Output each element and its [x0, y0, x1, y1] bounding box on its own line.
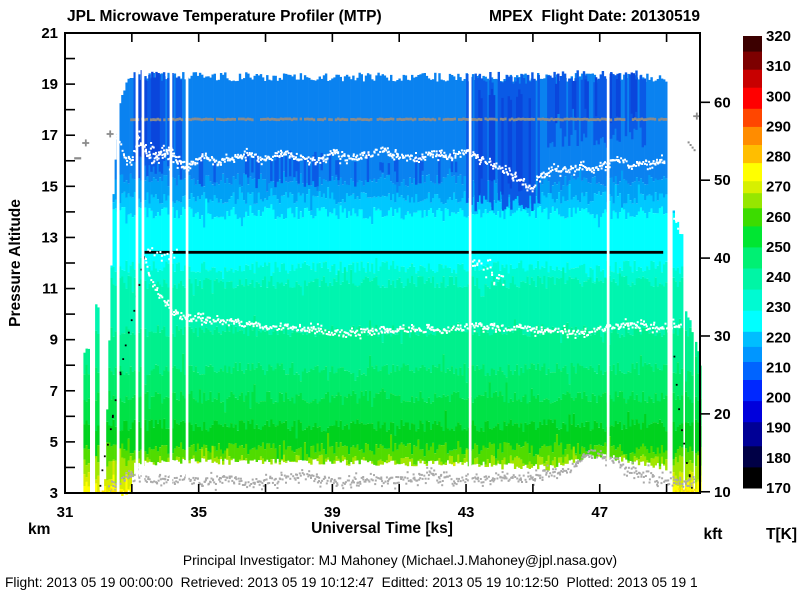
km-tick-label: 15	[41, 178, 58, 195]
km-tick-label: 5	[50, 434, 58, 451]
colorbar-tick-label: 180	[766, 450, 791, 467]
x-tick-label: 31	[57, 504, 74, 521]
colorbar-tick-label: 210	[766, 359, 791, 376]
colorbar-tick-label: 230	[766, 299, 791, 316]
km-tick-label: 11	[42, 281, 58, 298]
km-tick-label: 3	[50, 485, 58, 502]
km-unit-label: km	[28, 521, 51, 538]
x-tick-label: 35	[190, 504, 207, 521]
colorbar-tick-label: 240	[766, 269, 791, 286]
colorbar-tick-label: 260	[766, 209, 791, 226]
colorbar-tick-label: 200	[766, 390, 791, 407]
colorbar-tick-label: 320	[766, 28, 791, 45]
y-axis-label: Pressure Altitude	[7, 199, 24, 327]
kft-tick-label: 20	[714, 406, 731, 423]
colorbar-tick-label: 310	[766, 58, 791, 75]
plot-title: JPL Microwave Temperature Profiler (MTP)	[67, 8, 382, 25]
colorbar-tick-label: 290	[766, 118, 791, 135]
colorbar-tick-label: 250	[766, 239, 791, 256]
colorbar-tick-label: 280	[766, 149, 791, 166]
colorbar-tick-label: 190	[766, 420, 791, 437]
colorbar-tick-label: 170	[766, 480, 791, 497]
km-tick-label: 13	[41, 229, 58, 246]
km-tick-label: 9	[50, 332, 58, 349]
km-tick-label: 21	[41, 25, 58, 42]
x-tick-label: 43	[458, 504, 475, 521]
axes-frame	[64, 32, 710, 494]
colorbar-tick-label: 220	[766, 329, 791, 346]
km-tick-label: 7	[50, 383, 58, 400]
principal-investigator-line: Principal Investigator: MJ Mahoney (Mich…	[182, 553, 618, 568]
kft-unit-label: kft	[703, 526, 723, 543]
y-right-tick-labels: 60 50 40 30 20 10	[714, 94, 731, 500]
timestamps-line: Flight: 2013 05 19 00:00:00 Retrieved: 2…	[5, 575, 698, 590]
data-gap-lines	[116, 34, 610, 492]
kft-tick-label: 40	[714, 250, 731, 267]
x-tick-label: 39	[324, 504, 341, 521]
colorbar-label: T[K]	[766, 526, 797, 543]
km-tick-label: 17	[41, 127, 58, 144]
cold-patches-layer	[133, 70, 647, 212]
colorbar	[743, 36, 762, 489]
kft-tick-label: 50	[714, 172, 731, 189]
x-tick-label: 47	[591, 504, 608, 521]
colorbar-tick-label: 270	[766, 179, 791, 196]
colorbar-tick-label: 300	[766, 88, 791, 105]
x-tick-labels: 31 35 39 43 47	[57, 504, 608, 521]
km-tick-label: 19	[41, 76, 58, 93]
x-axis-label: Universal Time [ks]	[311, 520, 453, 537]
colorbar-tick-labels: 320 310 300 290 280 270 260 250 240 230 220 210 200 1…	[766, 28, 791, 497]
level-lines	[130, 117, 668, 254]
kft-tick-label: 60	[714, 94, 731, 111]
flight-date-title: MPEX Flight Date: 20130519	[488, 8, 700, 25]
kft-tick-label: 30	[714, 328, 731, 345]
y-left-tick-labels: 21 19 17 15 13 11 9 7 5 3	[41, 25, 58, 502]
kft-tick-label: 10	[714, 484, 731, 501]
